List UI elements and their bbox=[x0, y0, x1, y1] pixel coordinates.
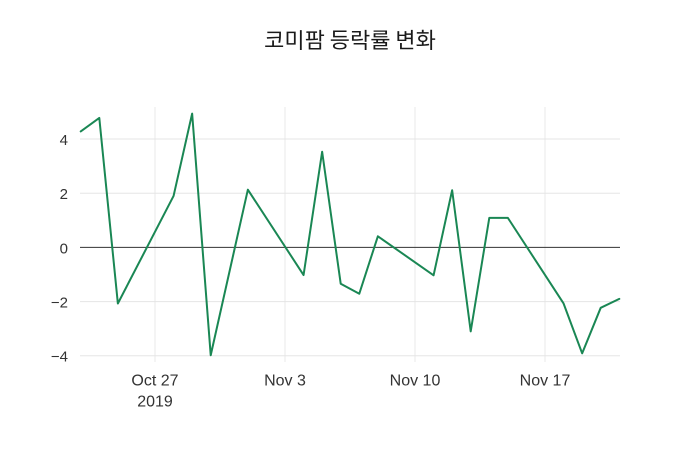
svg-text:2019: 2019 bbox=[137, 394, 173, 411]
svg-text:−2: −2 bbox=[51, 295, 68, 312]
svg-text:Nov 3: Nov 3 bbox=[264, 373, 306, 390]
svg-text:Nov 10: Nov 10 bbox=[390, 373, 441, 390]
svg-text:Nov 17: Nov 17 bbox=[520, 373, 571, 390]
svg-text:Oct 27: Oct 27 bbox=[131, 373, 178, 390]
svg-text:−4: −4 bbox=[51, 349, 68, 366]
svg-text:4: 4 bbox=[60, 132, 68, 149]
svg-text:2: 2 bbox=[60, 186, 68, 203]
svg-text:0: 0 bbox=[60, 240, 68, 257]
